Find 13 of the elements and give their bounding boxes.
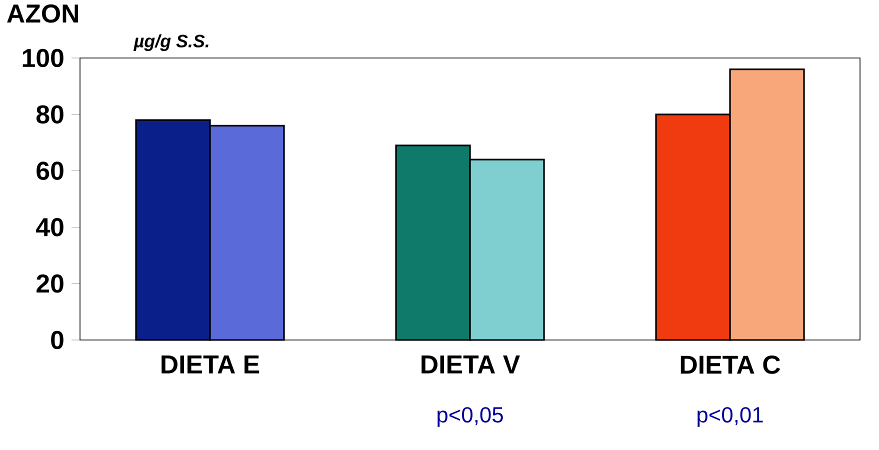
y-tick-label: 40 bbox=[36, 218, 64, 236]
x-tick-label: DIETA V bbox=[422, 356, 520, 374]
text: p<0,01 bbox=[698, 407, 763, 427]
y-tick-label: 60 bbox=[36, 162, 64, 180]
x-tick-label: DIETA C bbox=[680, 356, 780, 374]
y-axis-title: µg/g S.S. bbox=[133, 34, 208, 51]
y-tick-label: 20 bbox=[36, 274, 64, 293]
y-tick-label: 100 bbox=[22, 48, 64, 68]
x-tick-label: DIETA E bbox=[162, 356, 260, 374]
y-tick-label: 80 bbox=[36, 105, 64, 124]
text: p<0,05 bbox=[438, 407, 503, 427]
y-tick-label: 0 bbox=[51, 330, 64, 350]
chart-title: AZON bbox=[7, 4, 78, 23]
